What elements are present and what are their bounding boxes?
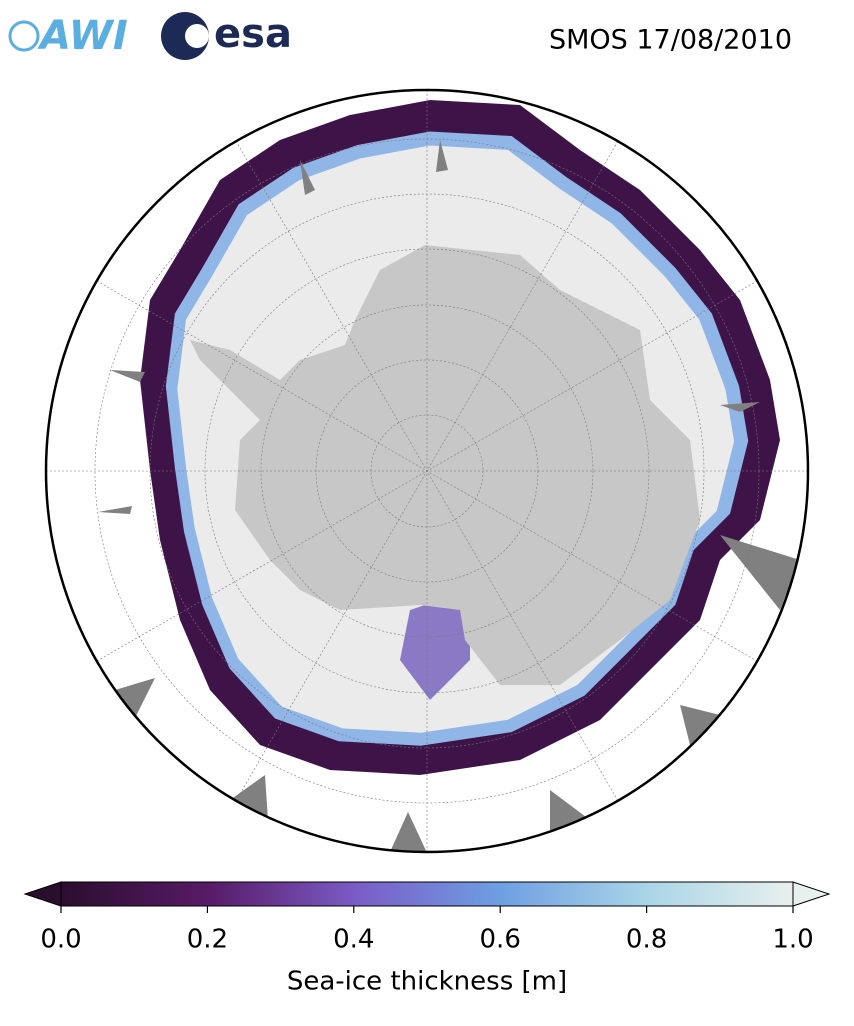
map [46,90,808,852]
map-title: SMOS 17/08/2010 [549,25,792,56]
colorbar-ramp [60,881,794,907]
graticule [46,90,808,852]
colorbar-tick-label: 0.0 [40,925,81,955]
esa-logo: esa [161,11,292,60]
awi-logo: AWI [8,13,128,59]
colorbar-label: Sea-ice thickness [m] [287,967,567,997]
colorbar-tick-label: 0.4 [333,925,374,955]
map-border [44,88,810,854]
colorbar-tick-label: 0.8 [626,925,667,955]
esa-logo-text: esa [214,11,292,57]
colorbar-extend-high [792,881,831,907]
colorbar-tick-label: 0.6 [480,925,521,955]
colorbar-tick-label: 1.0 [772,925,813,955]
antarctica [190,245,700,685]
awi-logo-text: AWI [37,13,128,59]
colorbar-tick-label: 0.2 [187,925,228,955]
colorbar: 0.0 0.2 0.4 0.6 0.8 1.0 [23,881,831,955]
land [98,140,800,852]
colorbar-extend-low [23,881,62,907]
